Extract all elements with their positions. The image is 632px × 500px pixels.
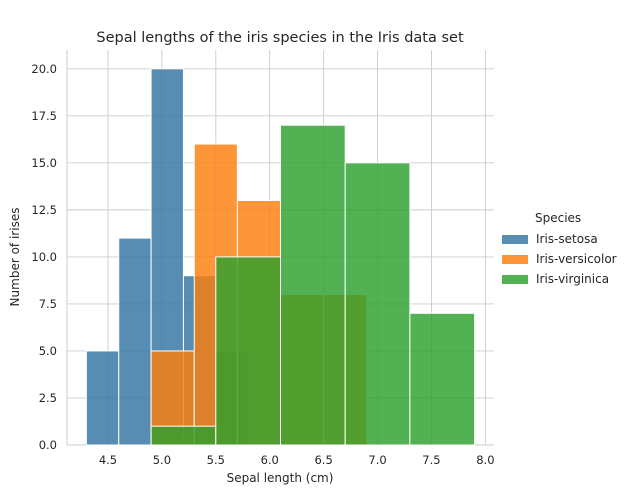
x-tick-labels: 4.5 5.0 5.5 6.0 6.5 7.0 7.5 8.0 (99, 453, 495, 467)
legend-items: Iris-setosa Iris-versicolor Iris-virginica (502, 232, 617, 286)
y-tick-labels: 0.0 2.5 5.0 7.5 10.0 12.5 15.0 17.5 20.0 (31, 62, 57, 452)
legend-label: Iris-versicolor (536, 252, 617, 266)
bar-iris-setosa (118, 237, 152, 446)
y-tick-label: 5.0 (39, 344, 57, 358)
x-tick-label: 8.0 (476, 453, 494, 467)
x-tick-label: 7.0 (368, 453, 386, 467)
legend-label: Iris-setosa (536, 232, 598, 246)
y-tick-label: 7.5 (39, 297, 57, 311)
chart-title: Sepal lengths of the iris species in the… (96, 30, 464, 46)
y-tick-label: 15.0 (31, 156, 57, 170)
x-tick-label: 5.0 (153, 453, 171, 467)
y-tick-label: 0.0 (39, 438, 57, 452)
x-tick-label: 4.5 (99, 453, 117, 467)
x-tick-label: 6.5 (314, 453, 332, 467)
y-axis-label: Number of irises (8, 208, 22, 307)
bars (85, 68, 476, 446)
bar-iris-virginica (344, 162, 411, 446)
y-tick-label: 10.0 (31, 250, 57, 264)
bar-iris-virginica (150, 425, 217, 446)
bar-iris-setosa (85, 350, 120, 446)
y-tick-label: 17.5 (31, 109, 57, 123)
legend-label: Iris-virginica (536, 272, 609, 286)
bar-iris-virginica (215, 256, 281, 446)
x-axis-label: Sepal length (cm) (227, 471, 334, 485)
legend: Species Iris-setosa Iris-versicolor Iris-v… (502, 211, 617, 286)
legend-swatch (502, 255, 528, 264)
bar-iris-virginica (280, 124, 346, 446)
x-tick-label: 7.5 (422, 453, 440, 467)
legend-swatch (502, 235, 528, 244)
x-tick-label: 5.5 (207, 453, 225, 467)
legend-swatch (502, 275, 528, 284)
y-tick-label: 2.5 (39, 391, 57, 405)
y-tick-label: 12.5 (31, 203, 57, 217)
x-tick-label: 6.0 (261, 453, 279, 467)
bar-iris-virginica (409, 312, 476, 446)
legend-title: Species (535, 211, 581, 225)
y-tick-label: 20.0 (31, 62, 57, 76)
